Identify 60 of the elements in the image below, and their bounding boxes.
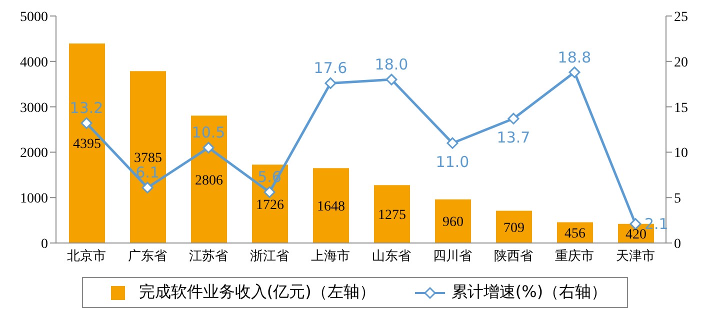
data-label: 13.7: [496, 128, 530, 147]
bar: [435, 199, 471, 243]
y-tick-label: 5000: [20, 10, 48, 25]
data-label: 456: [564, 226, 586, 242]
x-tick-label: 山东省: [372, 249, 411, 264]
point: [508, 112, 520, 124]
y2-tick-label: 25: [674, 10, 688, 25]
data-label: 709: [504, 220, 524, 236]
point: [568, 66, 580, 78]
y-tick-label: 4000: [20, 55, 48, 70]
data-label: 17.6: [314, 59, 348, 78]
point: [264, 186, 276, 198]
point: [446, 137, 458, 149]
data-label: 1275: [378, 208, 406, 224]
bar: [130, 71, 166, 243]
legend-label: 累计增速(%)（右轴）: [450, 282, 608, 303]
data-label: 960: [442, 215, 464, 230]
data-label: 18.0: [374, 56, 408, 74]
data-label: 6.1: [136, 164, 160, 182]
y-tick-label: 2000: [20, 146, 48, 162]
y2-tick-label: 20: [674, 55, 688, 70]
bar: [496, 210, 532, 243]
data-label: 1648: [317, 200, 345, 215]
y2-tick-label: 10: [674, 146, 688, 162]
x-tick-label: 重庆市: [555, 249, 594, 264]
data-label: 10.5: [192, 124, 226, 142]
y2-tick-label: 0: [674, 236, 681, 252]
point: [80, 117, 92, 129]
point: [324, 77, 336, 89]
data-label: 2806: [195, 173, 223, 188]
data-label: 3785: [134, 151, 162, 166]
y2-tick-label: 15: [674, 100, 688, 116]
bar: [313, 168, 349, 243]
y-tick-label: 0: [41, 236, 48, 252]
y2-tick-label: 5: [674, 192, 681, 207]
point: [142, 182, 154, 194]
point: [386, 74, 398, 86]
x-tick-label: 上海市: [311, 249, 350, 264]
x-tick-label: 江苏省: [189, 249, 228, 264]
bar: [191, 116, 227, 243]
x-tick-label: 四川省: [433, 249, 472, 264]
x-tick-label: 广东省: [128, 249, 167, 264]
bar: [69, 43, 105, 243]
x-tick-label: 浙江省: [250, 249, 289, 264]
x-tick-label: 陕西省: [494, 249, 533, 264]
data-label: 13.2: [70, 99, 104, 118]
bar: [374, 185, 410, 243]
bar: [252, 164, 288, 243]
y-tick-label: 3000: [20, 100, 48, 116]
legend-label: 完成软件业务收入(亿元)（左轴）: [138, 282, 376, 303]
data-label: 18.8: [558, 48, 592, 66]
y-tick-label: 1000: [20, 192, 48, 207]
data-label: 4395: [73, 137, 101, 152]
x-tick-label: 北京市: [67, 249, 106, 264]
point: [202, 142, 214, 154]
x-tick-label: 天津市: [616, 249, 655, 264]
data-label: 1726: [256, 198, 284, 213]
data-label: 11.0: [436, 153, 470, 172]
point: [630, 218, 642, 230]
data-label: 420: [626, 227, 646, 242]
